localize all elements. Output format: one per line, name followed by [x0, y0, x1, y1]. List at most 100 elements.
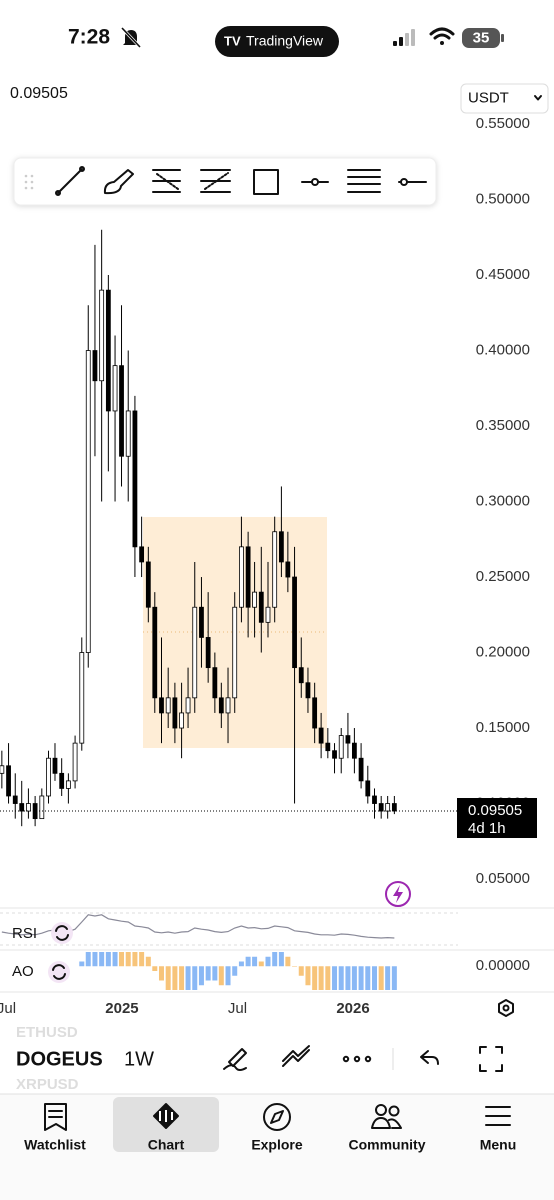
- candle-body: [378, 803, 384, 812]
- candle-body: [199, 606, 204, 638]
- candle-body: [258, 591, 264, 623]
- candle-body: [318, 727, 324, 744]
- tab-icons: [44, 1103, 511, 1131]
- drawing-tools[interactable]: [55, 166, 427, 196]
- candle-body: [112, 365, 118, 412]
- ao-bar: [225, 966, 231, 986]
- ao-bar: [391, 966, 397, 990]
- candle-body: [0, 765, 5, 774]
- candle-body: [391, 803, 397, 812]
- candle-body: [332, 750, 337, 759]
- ao-bar: [105, 952, 111, 967]
- battery: [462, 28, 500, 48]
- ao-bar: [179, 966, 185, 990]
- tab-label[interactable]: Community: [349, 1137, 426, 1153]
- ao-label: AO: [12, 963, 34, 980]
- candle-body: [305, 682, 311, 699]
- ao-bar: [139, 952, 145, 967]
- symbol[interactable]: DOGEUS: [16, 1048, 103, 1070]
- drag-handle[interactable]: [24, 174, 34, 190]
- ao-bar: [305, 966, 311, 986]
- ao-histogram: [79, 952, 397, 990]
- x-tick-label: Jul: [228, 1000, 247, 1017]
- ao-bar: [378, 966, 384, 990]
- ao-bar: [99, 952, 105, 967]
- y-tick-label: 0.05000: [476, 870, 530, 887]
- ao-bar: [238, 961, 244, 967]
- candle-body: [312, 697, 318, 729]
- app-name: TradingView: [246, 33, 324, 49]
- tab-label[interactable]: Watchlist: [24, 1137, 86, 1153]
- y-tick-label: 0.20000: [476, 644, 530, 661]
- y-tick-label: 0.45000: [476, 266, 530, 283]
- candles: [0, 229, 397, 827]
- bar-countdown: 4d 1h: [468, 820, 506, 837]
- tv-logo: TV: [224, 33, 241, 48]
- candle-body: [292, 576, 297, 669]
- settings-icon[interactable]: [498, 999, 514, 1017]
- candle-body: [192, 606, 198, 699]
- y-tick-label: 0.35000: [476, 417, 530, 434]
- candle-body: [172, 697, 178, 729]
- tab-label[interactable]: Explore: [251, 1137, 303, 1153]
- last-price-tag: [457, 798, 537, 839]
- candle-body: [159, 697, 164, 714]
- candle-body: [59, 772, 65, 789]
- ao-bar: [318, 966, 324, 990]
- ao-bar: [192, 966, 198, 990]
- dropdown-arrow: [534, 95, 542, 101]
- candle-body: [218, 697, 224, 714]
- ao-bar: [198, 966, 204, 986]
- signal-icon: [393, 29, 415, 46]
- tab-bar: [0, 1094, 554, 1200]
- ao-bar: [172, 966, 178, 990]
- ao-bar: [152, 966, 158, 971]
- rsi-label: RSI: [12, 925, 37, 942]
- candle-body: [205, 637, 211, 669]
- ao-bar: [145, 956, 151, 967]
- candle-body: [358, 757, 364, 782]
- last-price-label: 0.09505: [468, 802, 522, 819]
- candle-body: [39, 795, 45, 820]
- candle-body: [372, 795, 377, 804]
- ao-bar: [185, 966, 191, 990]
- chart-toolbar[interactable]: [223, 1045, 503, 1072]
- tab-label[interactable]: Menu: [480, 1137, 517, 1153]
- ao-bar: [112, 952, 118, 967]
- interval[interactable]: 1W: [124, 1048, 154, 1070]
- clock: 7:28: [68, 26, 110, 49]
- ao-bar: [365, 966, 371, 990]
- candle-body: [99, 289, 105, 382]
- ao-bar: [272, 952, 278, 967]
- candle-body: [345, 735, 351, 744]
- ao-bar: [245, 956, 251, 967]
- y-tick-label: 0.15000: [476, 719, 530, 736]
- ao-bar: [212, 966, 218, 981]
- ao-bar: [125, 952, 131, 967]
- settings-icon-dot: [502, 1004, 510, 1012]
- candle-body: [152, 606, 158, 699]
- tab-label[interactable]: Chart: [148, 1137, 185, 1153]
- candle-body: [132, 410, 138, 548]
- candle-body: [298, 667, 304, 684]
- ao-bar: [92, 952, 98, 967]
- ao-bar: [278, 952, 284, 967]
- currency-select[interactable]: [460, 83, 549, 114]
- ao-bar: [132, 952, 138, 967]
- symbol-ghost: XRPUSD: [16, 1076, 79, 1093]
- ao-bar: [258, 961, 264, 967]
- x-tick-label: 2025: [105, 1000, 138, 1017]
- current-price: 0.09505: [10, 85, 68, 102]
- ao-bar: [292, 966, 298, 967]
- ao-tick-label: 0.00000: [476, 957, 530, 974]
- app-pill: [215, 26, 339, 57]
- ao-bar: [205, 966, 211, 981]
- candle-body: [265, 606, 271, 623]
- ao-bar: [338, 966, 344, 990]
- candle-body: [179, 712, 184, 729]
- candle-body: [145, 561, 151, 608]
- ao-bar: [158, 966, 164, 981]
- candle-body: [351, 742, 357, 759]
- x-tick-label: Jul: [0, 1000, 16, 1017]
